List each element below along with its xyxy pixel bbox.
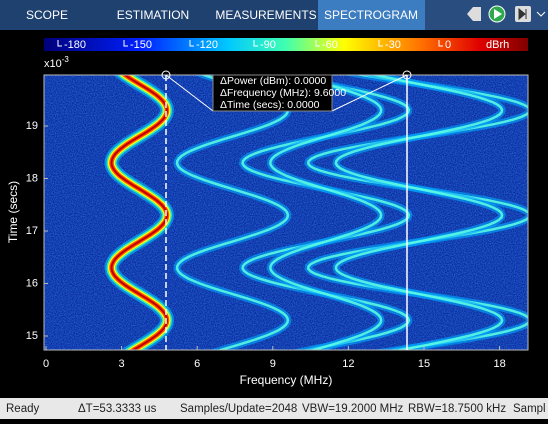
colorbar-labels: -180 -150 -120 -90 -60 -30 0 dBrh bbox=[57, 39, 509, 51]
readout-leader bbox=[331, 74, 408, 112]
run-icon bbox=[494, 9, 502, 19]
colorbar-tick bbox=[189, 40, 194, 47]
colorbar-tick bbox=[438, 40, 443, 47]
colorbar-unit: dBrh bbox=[486, 39, 509, 51]
harmonic-trace bbox=[241, 75, 411, 350]
colorbar-label: -30 bbox=[385, 39, 401, 51]
colorbar-label: -180 bbox=[64, 39, 86, 51]
colorbar-tick bbox=[123, 40, 128, 47]
tab[interactable]: SPECTROGRAM bbox=[324, 8, 418, 22]
harmonic-trace bbox=[334, 75, 504, 350]
y-axis-label: Time (secs) bbox=[6, 181, 20, 243]
harmonic-trace bbox=[175, 75, 290, 350]
readout-line: ΔPower (dBm): 0.0000 bbox=[220, 75, 326, 87]
cursor-readout bbox=[212, 74, 333, 112]
x-axis-label: Frequency (MHz) bbox=[240, 373, 333, 387]
readout-line: ΔTime (secs): 0.0000 bbox=[220, 99, 320, 111]
x-tick-label: 18 bbox=[493, 358, 505, 370]
x-tick-label: 0 bbox=[43, 358, 49, 370]
harmonic-trace bbox=[306, 75, 528, 350]
status-item: VBW=19.2000 MHz bbox=[302, 403, 404, 415]
status-item: RBW=18.7500 kHz bbox=[408, 403, 506, 415]
cursor-handle[interactable] bbox=[161, 70, 171, 80]
x-tick-label: 12 bbox=[342, 358, 354, 370]
y-tick-label: 18 bbox=[26, 172, 38, 184]
y-tick-label: 17 bbox=[26, 225, 38, 237]
y-exponent: x10-3 bbox=[44, 55, 69, 70]
status-item: Samples/Update=2048 bbox=[180, 403, 297, 415]
colorbar-tick bbox=[315, 40, 320, 47]
status-bar bbox=[0, 398, 548, 419]
colorbar-label: -90 bbox=[260, 39, 276, 51]
status-item: Ready bbox=[6, 403, 39, 415]
colorbar bbox=[44, 38, 528, 51]
y-tick-label: 16 bbox=[26, 277, 38, 289]
cursor-handle[interactable] bbox=[402, 70, 412, 80]
x-tick-label: 9 bbox=[270, 358, 276, 370]
y-exponent-base: x10 bbox=[44, 58, 62, 70]
y-tick-label: 15 bbox=[26, 330, 38, 342]
y-tick-label: 19 bbox=[26, 120, 38, 132]
colorbar-tick bbox=[378, 40, 383, 47]
x-tick-label: 15 bbox=[418, 358, 430, 370]
run-controls bbox=[467, 5, 546, 23]
tab-selected[interactable] bbox=[318, 0, 425, 30]
tag-icon[interactable] bbox=[467, 7, 481, 21]
x-tick-label: 3 bbox=[119, 358, 125, 370]
colorbar-label: -60 bbox=[322, 39, 338, 51]
status-item: ΔT=53.3333 us bbox=[78, 403, 157, 415]
tab[interactable]: SCOPE bbox=[26, 8, 68, 22]
colorbar-label: -150 bbox=[130, 39, 152, 51]
readout-line: ΔFrequency (MHz): 9.6000 bbox=[220, 87, 346, 99]
y-exponent-power: -3 bbox=[62, 55, 70, 64]
tab[interactable]: MEASUREMENTS bbox=[215, 8, 316, 22]
colorbar-label: 0 bbox=[445, 39, 451, 51]
readout-leader bbox=[165, 74, 214, 112]
more-icon[interactable] bbox=[536, 11, 546, 17]
status-items: Ready ΔT=53.3333 us Samples/Update=2048 VBW… bbox=[6, 403, 546, 415]
tab[interactable]: ESTIMATION bbox=[117, 8, 189, 22]
colorbar-tick bbox=[57, 40, 62, 47]
status-item: Sampl bbox=[513, 403, 546, 415]
x-tick-label: 6 bbox=[194, 358, 200, 370]
colorbar-label: -120 bbox=[196, 39, 218, 51]
axis-ticks: 0 3 6 9 12 15 18 15 16 17 18 19 bbox=[26, 120, 506, 370]
colorbar-tick bbox=[253, 40, 258, 47]
step-icon bbox=[518, 7, 527, 21]
harmonic-trace bbox=[269, 75, 383, 350]
